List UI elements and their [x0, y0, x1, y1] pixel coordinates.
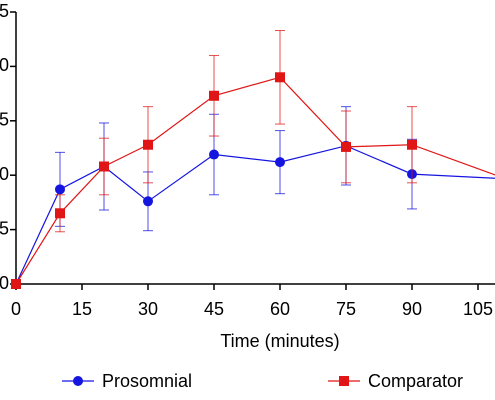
marker: [407, 139, 417, 150]
series-line: [15, 145, 495, 285]
x-tick-label: 105: [463, 299, 493, 319]
y-tick-label: 20: [0, 55, 9, 75]
marker: [275, 72, 285, 83]
x-axis-label: Time (minutes): [220, 331, 339, 351]
x-tick-label: 60: [270, 299, 290, 319]
x-tick-label: 90: [402, 299, 422, 319]
y-tick-label: 0: [0, 273, 9, 293]
marker: [55, 208, 65, 219]
legend-label: Comparator: [368, 371, 463, 391]
y-tick-label: 10: [0, 164, 9, 184]
legend-label: Prosomnial: [102, 371, 192, 391]
legend-item: Comparator: [328, 371, 463, 391]
legend-marker: [73, 376, 83, 386]
x-tick-label: 15: [72, 299, 92, 319]
marker: [341, 141, 351, 152]
legend-item: Prosomnial: [62, 371, 192, 391]
plot-area: [11, 29, 495, 289]
y-tick-label: 25: [0, 1, 9, 21]
x-tick-label: 30: [138, 299, 158, 319]
y-tick-label: 15: [0, 110, 9, 130]
marker: [275, 157, 285, 168]
legend-marker: [339, 376, 349, 386]
marker: [143, 196, 153, 207]
marker: [209, 149, 219, 160]
x-tick-label: 75: [336, 299, 356, 319]
x-tick-label: 0: [11, 299, 21, 319]
marker: [143, 139, 153, 150]
marker: [11, 279, 21, 289]
series-line: [15, 76, 495, 285]
marker: [209, 90, 219, 101]
y-tick-label: 5: [0, 218, 9, 238]
marker: [55, 184, 65, 195]
x-tick-label: 45: [204, 299, 224, 319]
marker: [99, 161, 109, 172]
